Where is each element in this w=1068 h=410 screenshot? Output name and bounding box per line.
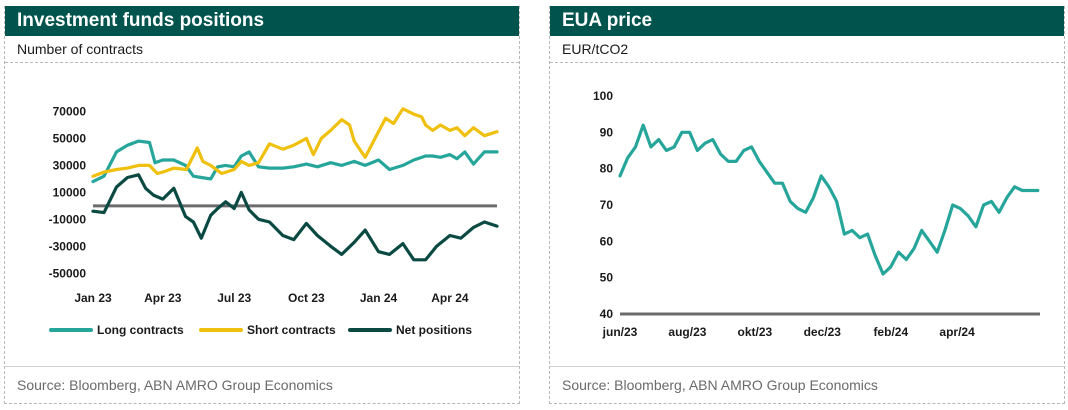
panel-title: EUA price [550,6,1064,36]
y-tick-label: 90 [600,125,614,139]
source-note: Source: Bloomberg, ABN AMRO Group Econom… [5,366,519,403]
panel-subtitle: EUR/tCO2 [550,36,1064,63]
y-tick-label: 10000 [53,185,87,199]
y-tick-label: 70 [600,198,614,212]
x-tick-label: feb/24 [873,325,908,339]
legend-long-contracts-label: Long contracts [97,323,184,337]
x-tick-label: Apr 23 [144,291,182,305]
investment-funds-chart: 70000 50000 30000 10000 -10000 -30000 -50000 Ja… [49,104,499,337]
y-tick-label: 70000 [53,104,87,118]
eua-price-panel: EUA price EUR/tCO2 100 90 80 70 60 50 40 jun/23… [549,6,1065,404]
x-tick-label: aug/23 [668,325,706,339]
x-tick-label: Apr 24 [431,291,469,305]
y-tick-label: 60 [600,234,614,248]
y-tick-label: 100 [593,89,613,103]
y-tick-label: -30000 [49,239,87,253]
legend-short-contracts-label: Short contracts [247,323,336,337]
series-line-short-contracts [91,107,499,178]
y-tick-label: 40 [600,307,614,321]
investment-funds-panel: Investment funds positions Number of con… [4,6,520,404]
x-tick-label: Jan 24 [360,291,398,305]
panel-subtitle: Number of contracts [5,36,519,63]
y-tick-label: 50 [600,271,614,285]
y-tick-label: 50000 [53,131,87,145]
y-tick-label: 30000 [53,158,87,172]
y-tick-label: 80 [600,162,614,176]
x-tick-label: jun/23 [602,325,638,339]
series-line-net-positions [91,173,499,262]
legend-net-positions-label: Net positions [396,323,472,337]
x-tick-label: Jul 23 [217,291,251,305]
x-tick-label: Oct 23 [288,291,325,305]
eua-price-chart: 100 90 80 70 60 50 40 jun/23 aug/23 okt/23 dec/23 f… [593,89,1040,339]
y-tick-label: -50000 [49,266,87,280]
panel-title: Investment funds positions [5,6,519,36]
x-tick-label: Jan 23 [74,291,112,305]
series-line-long-contracts [91,139,499,184]
y-tick-label: -10000 [49,212,87,226]
x-tick-label: okt/23 [737,325,772,339]
series-line-eua-price [618,123,1040,276]
source-note: Source: Bloomberg, ABN AMRO Group Econom… [550,366,1064,403]
x-tick-label: dec/23 [804,325,842,339]
x-tick-label: apr/24 [939,325,975,339]
